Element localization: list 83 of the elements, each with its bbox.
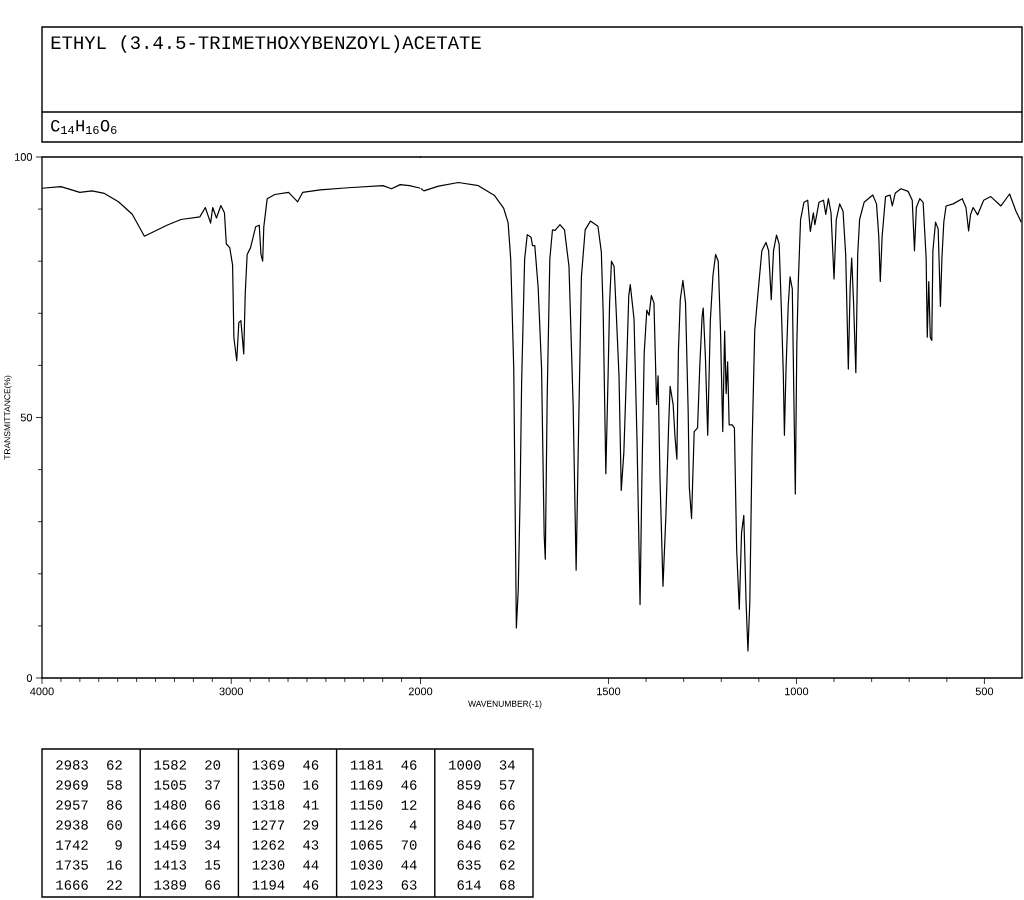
text: 66 xyxy=(205,880,221,890)
text: 1126 xyxy=(350,820,383,830)
x-tick-label: 2000 xyxy=(408,687,433,696)
text: 41 xyxy=(303,800,319,810)
text: 12 xyxy=(401,800,417,810)
text: 44 xyxy=(303,860,319,870)
text: 1000 xyxy=(449,760,481,770)
text: 68 xyxy=(499,880,515,890)
y-tick-label: 50 xyxy=(20,413,33,422)
text: 1023 xyxy=(350,880,383,890)
text: 16 xyxy=(303,780,319,790)
text: 646 xyxy=(457,840,481,850)
text: 614 xyxy=(457,880,481,890)
text: 16 xyxy=(107,860,122,870)
text: 62 xyxy=(107,760,122,770)
text: 1735 xyxy=(56,860,88,870)
text: 635 xyxy=(457,860,481,870)
text: 57 xyxy=(499,820,515,830)
text: 20 xyxy=(205,760,221,770)
text: 57 xyxy=(499,780,515,790)
text: 62 xyxy=(499,840,515,850)
text: 34 xyxy=(205,840,221,850)
text: 1666 xyxy=(56,880,88,890)
text: 22 xyxy=(107,880,122,890)
text: 1181 xyxy=(350,760,383,770)
text: 60 xyxy=(107,820,122,830)
text: 1030 xyxy=(350,860,383,870)
text: 2957 xyxy=(56,800,88,810)
text: 46 xyxy=(303,880,319,890)
text: 29 xyxy=(303,820,319,830)
text: 1742 xyxy=(56,840,88,850)
text: 859 xyxy=(457,780,481,790)
text: 37 xyxy=(205,780,220,790)
text: 1389 xyxy=(154,880,187,890)
text: 43 xyxy=(303,840,319,850)
text: 1480 xyxy=(154,800,187,810)
text: 44 xyxy=(401,860,417,870)
text: 1277 xyxy=(252,820,285,830)
text: 2938 xyxy=(56,820,88,830)
text: 1459 xyxy=(154,840,187,850)
text: 1169 xyxy=(350,780,383,790)
text: 2983 xyxy=(56,760,88,770)
text: 15 xyxy=(205,860,221,870)
text: 2969 xyxy=(56,780,88,790)
text: 46 xyxy=(303,760,319,770)
text: 66 xyxy=(205,800,221,810)
text: 46 xyxy=(401,760,417,770)
x-tick-label: 1500 xyxy=(597,687,621,696)
x-tick-label: 500 xyxy=(975,687,994,696)
text: 1582 xyxy=(154,760,187,770)
text: 1413 xyxy=(154,860,187,870)
x-tick-label: 1000 xyxy=(785,687,809,696)
text: 9 xyxy=(115,840,122,850)
y-tick-label: 0 xyxy=(26,674,33,682)
text: 846 xyxy=(457,800,481,810)
text: 1369 xyxy=(252,760,285,770)
x-axis-title: WAVENUMBER(-1) xyxy=(468,700,542,709)
text: 1350 xyxy=(252,780,285,790)
chart-subtitle: C$_{14}$H$_{16}$O$_{6}$ xyxy=(51,119,117,134)
text: 58 xyxy=(106,780,122,790)
text: 70 xyxy=(401,840,417,850)
text: 4 xyxy=(409,820,417,830)
chart-title: ETHYL (3.4.5-TRIMETHOXYBENZOYL)ACETATE xyxy=(51,35,481,53)
text: 1150 xyxy=(350,800,383,810)
y-tick-label: 100 xyxy=(15,153,33,161)
text: 1230 xyxy=(252,860,285,870)
text: 1194 xyxy=(252,880,285,890)
text: 1505 xyxy=(154,780,187,790)
text: 46 xyxy=(401,780,417,790)
text: 63 xyxy=(401,880,417,890)
text: 34 xyxy=(499,760,515,770)
y-axis-title: TRANSMITTANCE(%) xyxy=(4,375,12,460)
text: 1466 xyxy=(154,820,187,830)
text: 1262 xyxy=(252,840,285,850)
text: 840 xyxy=(457,820,481,830)
text: 66 xyxy=(499,800,515,810)
x-tick-label: 3000 xyxy=(219,687,243,696)
x-tick-label: 4000 xyxy=(30,687,54,696)
text: 62 xyxy=(499,860,515,870)
text: 86 xyxy=(106,800,122,810)
text: 1065 xyxy=(350,840,383,850)
text: 39 xyxy=(205,820,221,830)
text: 1318 xyxy=(252,800,285,810)
